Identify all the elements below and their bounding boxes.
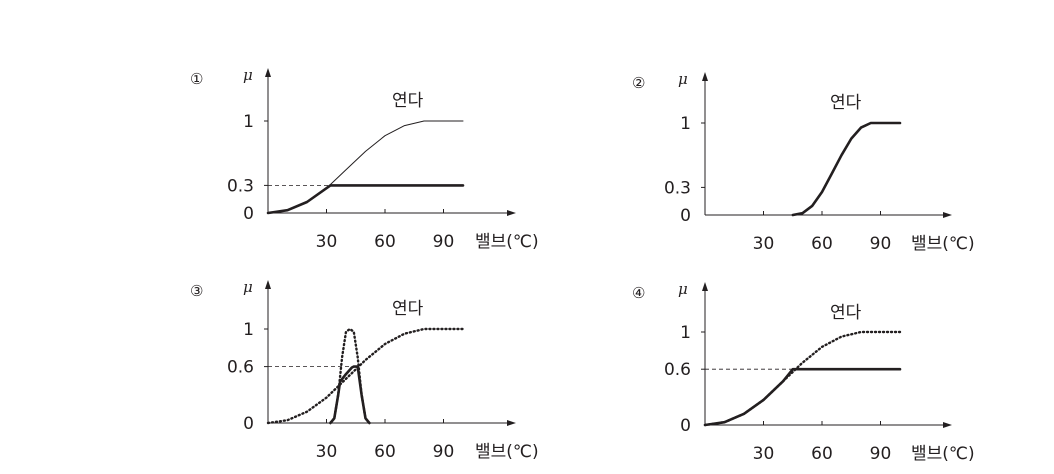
chart-panel-1: ① μ 밸브(℃) 30 60 90 0 0.3 1 연다 (190, 66, 539, 252)
y-tick-label: 1 (680, 323, 691, 343)
y-axis-label: μ (678, 70, 688, 88)
y-tick-label: 0 (680, 206, 691, 226)
x-tick-label: 30 (316, 232, 338, 252)
series-line-1 (791, 121, 902, 217)
series-line-1 (703, 330, 902, 427)
y-axis-label: μ (243, 66, 253, 84)
y-tick-label: 1 (243, 320, 254, 340)
x-tick-label: 60 (374, 232, 396, 252)
y-axis-arrow (265, 280, 271, 289)
panel-number: ① (190, 70, 203, 88)
x-axis-label: 밸브(℃) (911, 444, 975, 464)
y-axis-label: μ (678, 280, 688, 298)
x-tick-label: 30 (316, 442, 338, 462)
chart-panel-4: ④ μ 밸브(℃) 30 60 90 0 0.6 1 연다 (632, 280, 975, 464)
panel-number: ③ (190, 282, 203, 300)
x-tick-label: 60 (374, 442, 396, 462)
x-axis-label: 밸브(℃) (475, 442, 539, 462)
x-tick-label: 60 (811, 234, 833, 254)
curve-label: 연다 (392, 299, 424, 319)
curve-label: 연다 (830, 303, 862, 323)
y-tick-label: 1 (680, 114, 691, 134)
x-tick-label: 30 (753, 234, 775, 254)
y-tick-label: 0.6 (664, 360, 691, 380)
chart-panel-3: ③ μ 밸브(℃) 30 60 90 0 0.6 1 연다 (190, 278, 539, 462)
x-axis-label: 밸브(℃) (475, 232, 539, 252)
x-axis-label: 밸브(℃) (911, 234, 975, 254)
y-axis-label: μ (243, 278, 253, 296)
x-tick-label: 60 (811, 444, 833, 464)
y-axis-arrow (702, 282, 708, 291)
series-line-3 (329, 365, 371, 425)
y-tick-label: 0 (243, 414, 254, 434)
chart-panel-2: ② μ 밸브(℃) 30 60 90 0 0.3 1 연다 (632, 70, 975, 254)
series-line-1 (267, 120, 464, 214)
series-line-1 (266, 327, 465, 425)
series-line-2 (266, 184, 465, 215)
x-tick-label: 90 (433, 232, 455, 252)
y-tick-label: 0.6 (227, 358, 254, 378)
x-axis-arrow (943, 212, 952, 218)
y-tick-label: 1 (243, 112, 254, 132)
curve-label: 연다 (392, 91, 424, 111)
x-axis-arrow (507, 420, 516, 426)
series-line-2 (703, 367, 902, 427)
y-axis-arrow (702, 72, 708, 81)
panel-number: ④ (632, 284, 645, 302)
x-tick-label: 90 (870, 444, 892, 464)
y-tick-label: 0 (243, 204, 254, 224)
panel-number: ② (632, 74, 645, 92)
curve-label: 연다 (830, 93, 862, 113)
x-tick-label: 90 (870, 234, 892, 254)
y-axis-arrow (265, 68, 271, 77)
y-tick-label: 0 (680, 416, 691, 436)
y-tick-label: 0.3 (227, 176, 254, 196)
x-axis-arrow (507, 210, 516, 216)
x-axis-arrow (943, 422, 952, 428)
y-tick-label: 0.3 (664, 178, 691, 198)
x-tick-label: 30 (753, 444, 775, 464)
x-tick-label: 90 (433, 442, 455, 462)
